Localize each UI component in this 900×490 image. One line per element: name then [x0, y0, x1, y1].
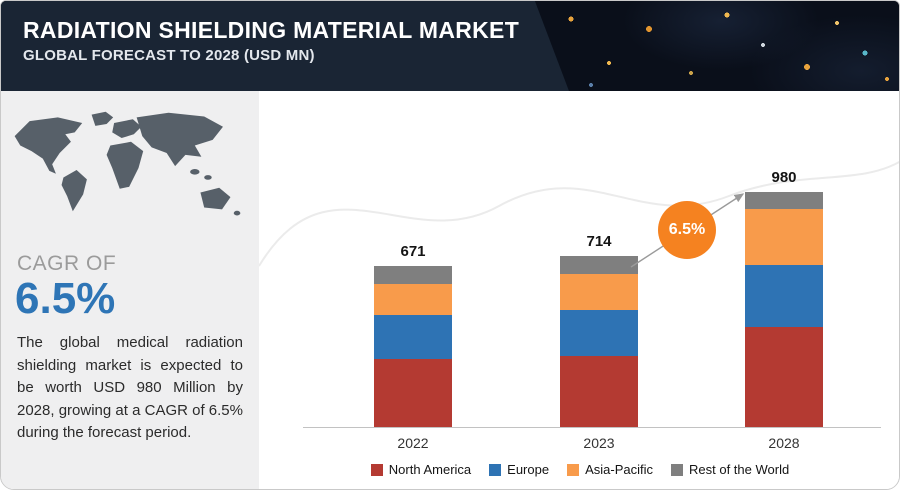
x-axis-label: 2022	[397, 435, 429, 451]
bar-segment-rest-of-the-world	[745, 192, 823, 209]
bar-segment-asia-pacific	[745, 209, 823, 265]
bar-segment-europe	[745, 265, 823, 327]
world-map-wrap	[9, 105, 253, 238]
bar-segment-asia-pacific	[560, 274, 638, 310]
legend-swatch	[370, 463, 383, 476]
legend-item-asia-pacific: Asia-Pacific	[567, 462, 653, 477]
chart-legend: North America Europe Asia-Pacific Rest of t…	[259, 462, 899, 477]
bar-segment-north-america	[374, 359, 452, 427]
legend-label: Rest of the World	[689, 462, 790, 477]
x-axis-label: 2023	[583, 435, 615, 451]
bar-segment-north-america	[560, 356, 638, 427]
header-banner: RADIATION SHIELDING MATERIAL MARKET GLOB…	[1, 1, 899, 91]
cagr-badge: 6.5%	[658, 201, 716, 259]
bar-total-label: 714	[586, 233, 612, 250]
bar-2028	[745, 192, 823, 427]
legend-item-north-america: North America	[370, 462, 472, 477]
market-description: The global medical radiation shielding m…	[17, 334, 243, 442]
bar-segment-north-america	[745, 327, 823, 427]
legend-swatch	[671, 463, 683, 476]
legend-swatch	[489, 463, 502, 476]
bar-total-label: 671	[400, 243, 426, 260]
legend-swatch	[567, 463, 580, 476]
world-map-icon	[14, 111, 241, 216]
bar-segment-rest-of-the-world	[374, 266, 452, 284]
page-subtitle: GLOBAL FORECAST TO 2028 (USD MN)	[23, 47, 315, 64]
header-title-block: RADIATION SHIELDING MATERIAL MARKET GLOB…	[1, 1, 569, 91]
bar-total-label: 980	[771, 169, 797, 186]
legend-item-rest-of-the-world: Rest of the World	[671, 462, 789, 477]
bar-2022	[374, 266, 452, 427]
x-axis-label: 2028	[768, 435, 800, 451]
bar-segment-europe	[560, 310, 638, 356]
bar-segment-rest-of-the-world	[560, 256, 638, 274]
x-axis-line	[303, 427, 881, 428]
stacked-bar-chart: 6.5% North America Europe Asia-Pacific Rest…	[259, 91, 899, 489]
page-title: RADIATION SHIELDING MATERIAL MARKET	[23, 17, 520, 43]
cagr-value: 6.5%	[15, 274, 116, 323]
legend-label: Asia-Pacific	[585, 462, 653, 477]
cagr-label: CAGR OF	[17, 252, 117, 275]
map-continents	[14, 111, 241, 216]
legend-label: North America	[388, 462, 472, 477]
sidebar: CAGR OF 6.5% The global medical radiatio…	[1, 91, 259, 489]
bar-segment-asia-pacific	[374, 284, 452, 315]
bar-2023	[560, 256, 638, 427]
legend-label: Europe	[507, 462, 550, 477]
legend-item-europe: Europe	[489, 462, 549, 477]
bar-segment-europe	[374, 315, 452, 359]
